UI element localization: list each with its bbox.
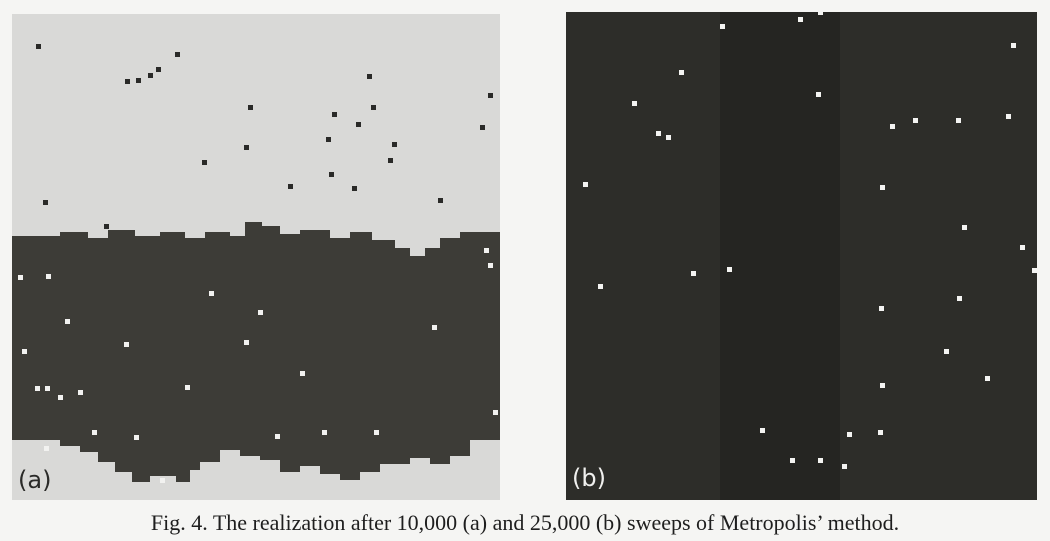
light-spin <box>956 118 961 123</box>
light-spin <box>493 410 498 415</box>
light-spin <box>1011 43 1016 48</box>
light-spin <box>65 319 70 324</box>
dark-spin <box>202 160 207 165</box>
light-spin <box>818 10 823 15</box>
light-spin <box>45 386 50 391</box>
light-spin <box>1032 268 1037 273</box>
light-spin <box>944 349 949 354</box>
panel-label: (a) <box>18 466 51 494</box>
light-spin <box>816 92 821 97</box>
light-spin <box>962 225 967 230</box>
light-spin <box>134 435 139 440</box>
light-spin <box>484 248 489 253</box>
light-spin <box>760 428 765 433</box>
light-spin <box>880 383 885 388</box>
light-spin <box>46 274 51 279</box>
dark-spin <box>332 112 337 117</box>
light-spin <box>322 430 327 435</box>
caption: Fig. 4. The realization after 10,000 (a)… <box>151 510 899 535</box>
light-spin <box>185 385 190 390</box>
light-spin <box>679 70 684 75</box>
light-spin <box>44 446 49 451</box>
light-spin <box>985 376 990 381</box>
light-spin <box>842 464 847 469</box>
dark-spin <box>125 79 130 84</box>
dark-spin <box>329 172 334 177</box>
dark-spin <box>480 125 485 130</box>
panel-label: (b) <box>572 464 606 492</box>
light-spin <box>258 310 263 315</box>
dark-spin <box>488 93 493 98</box>
light-spin <box>691 271 696 276</box>
light-spin <box>798 17 803 22</box>
dark-spin <box>371 105 376 110</box>
panel-b: (b) <box>566 12 1037 500</box>
dark-spin <box>367 74 372 79</box>
light-spin <box>488 263 493 268</box>
dark-spin <box>356 122 361 127</box>
dark-spin <box>104 224 109 229</box>
light-spin <box>879 306 884 311</box>
dark-spin <box>156 67 161 72</box>
dark-spin <box>175 52 180 57</box>
dark-region <box>12 222 500 482</box>
dark-spin <box>136 78 141 83</box>
dark-spin <box>248 105 253 110</box>
light-spin <box>209 291 214 296</box>
light-spin <box>847 432 852 437</box>
light-spin <box>632 101 637 106</box>
light-spin <box>1006 114 1011 119</box>
light-spin <box>374 430 379 435</box>
dark-spin <box>36 44 41 49</box>
dark-spin <box>352 186 357 191</box>
light-spin <box>92 430 97 435</box>
light-spin <box>78 390 83 395</box>
light-spin <box>58 395 63 400</box>
light-spin <box>880 185 885 190</box>
dark-spin <box>43 200 48 205</box>
light-spin <box>818 458 823 463</box>
shade-band <box>720 12 840 500</box>
light-spin <box>913 118 918 123</box>
dark-spin <box>388 158 393 163</box>
light-spin <box>432 325 437 330</box>
dark-spin <box>148 73 153 78</box>
light-spin <box>35 386 40 391</box>
light-spin <box>160 478 165 483</box>
light-spin <box>18 275 23 280</box>
light-spin <box>890 124 895 129</box>
light-spin <box>598 284 603 289</box>
light-spin <box>124 342 129 347</box>
dark-spin <box>392 142 397 147</box>
light-spin <box>790 458 795 463</box>
light-spin <box>275 434 280 439</box>
panel-a: (a) <box>12 14 500 500</box>
light-spin <box>1020 245 1025 250</box>
dark-spin <box>244 145 249 150</box>
light-spin <box>957 296 962 301</box>
light-spin <box>583 182 588 187</box>
light-spin <box>22 349 27 354</box>
dark-spin <box>438 198 443 203</box>
light-spin <box>727 267 732 272</box>
dark-spin <box>288 184 293 189</box>
dark-spin <box>326 137 331 142</box>
light-spin <box>656 131 661 136</box>
light-spin <box>666 135 671 140</box>
light-spin <box>878 430 883 435</box>
light-spin <box>300 371 305 376</box>
light-spin <box>720 24 725 29</box>
light-spin <box>244 340 249 345</box>
